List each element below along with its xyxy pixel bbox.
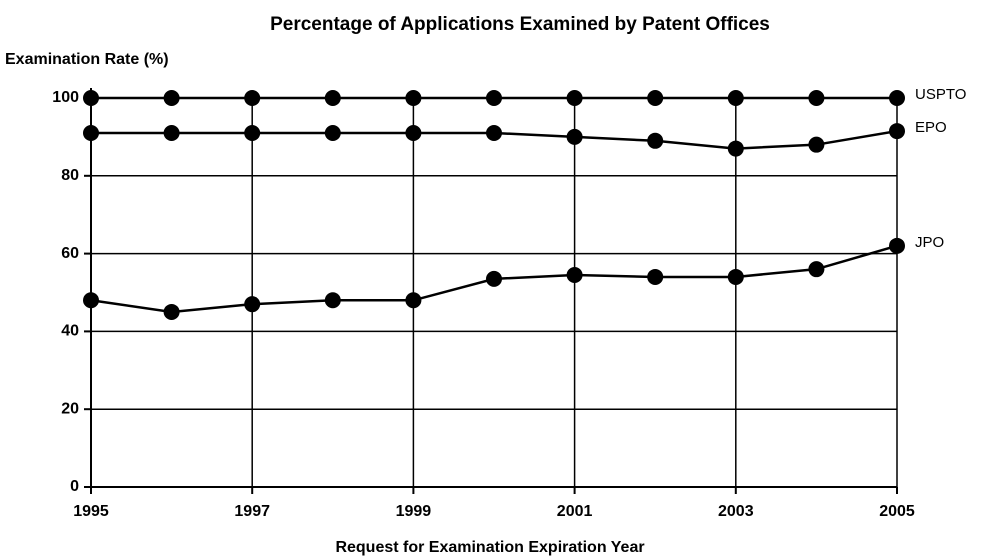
data-point — [405, 90, 422, 106]
data-point — [889, 90, 905, 106]
x-axis-label: Request for Examination Expiration Year — [335, 539, 644, 556]
data-point — [244, 296, 261, 313]
data-point — [486, 90, 502, 106]
y-tick-label: 60 — [61, 245, 79, 262]
y-axis-label: Examination Rate (%) — [5, 51, 169, 68]
data-point — [486, 270, 502, 287]
data-point — [889, 237, 905, 254]
series-label: USPTO — [915, 86, 966, 103]
data-point — [889, 123, 905, 140]
data-point — [647, 268, 664, 285]
data-point — [566, 90, 583, 106]
data-point — [83, 90, 99, 106]
data-point — [486, 125, 502, 142]
data-point — [324, 292, 341, 309]
data-point — [647, 132, 664, 149]
data-point — [566, 128, 583, 145]
data-point — [405, 292, 422, 309]
x-tick-label: 1995 — [73, 503, 109, 520]
y-tick-label: 100 — [52, 89, 79, 106]
y-tick-label: 20 — [61, 400, 79, 417]
data-point — [647, 90, 664, 106]
x-tick-label: 1997 — [234, 503, 270, 520]
data-point — [808, 136, 825, 153]
data-point — [163, 125, 180, 142]
chart-title: Percentage of Applications Examined by P… — [270, 14, 770, 35]
data-point — [727, 268, 744, 285]
data-point — [244, 125, 261, 142]
data-point — [405, 125, 422, 142]
data-point — [324, 90, 341, 106]
data-point — [244, 90, 261, 106]
x-tick-label: 2003 — [718, 503, 754, 520]
data-point — [727, 90, 744, 106]
data-point — [324, 125, 341, 142]
y-tick-label: 80 — [61, 167, 79, 184]
y-tick-label: 40 — [61, 323, 79, 340]
data-point — [163, 90, 180, 106]
data-point — [808, 90, 825, 106]
x-tick-label: 2005 — [879, 503, 915, 520]
data-point — [163, 303, 180, 320]
series-label: JPO — [915, 234, 944, 251]
data-point — [566, 266, 583, 283]
data-point — [83, 125, 99, 142]
x-tick-label: 2001 — [557, 503, 593, 520]
data-point — [83, 292, 99, 309]
data-point — [727, 140, 744, 157]
x-tick-label: 1999 — [396, 503, 432, 520]
series-label: EPO — [915, 119, 947, 136]
data-point — [808, 261, 825, 278]
y-tick-label: 0 — [70, 478, 79, 495]
